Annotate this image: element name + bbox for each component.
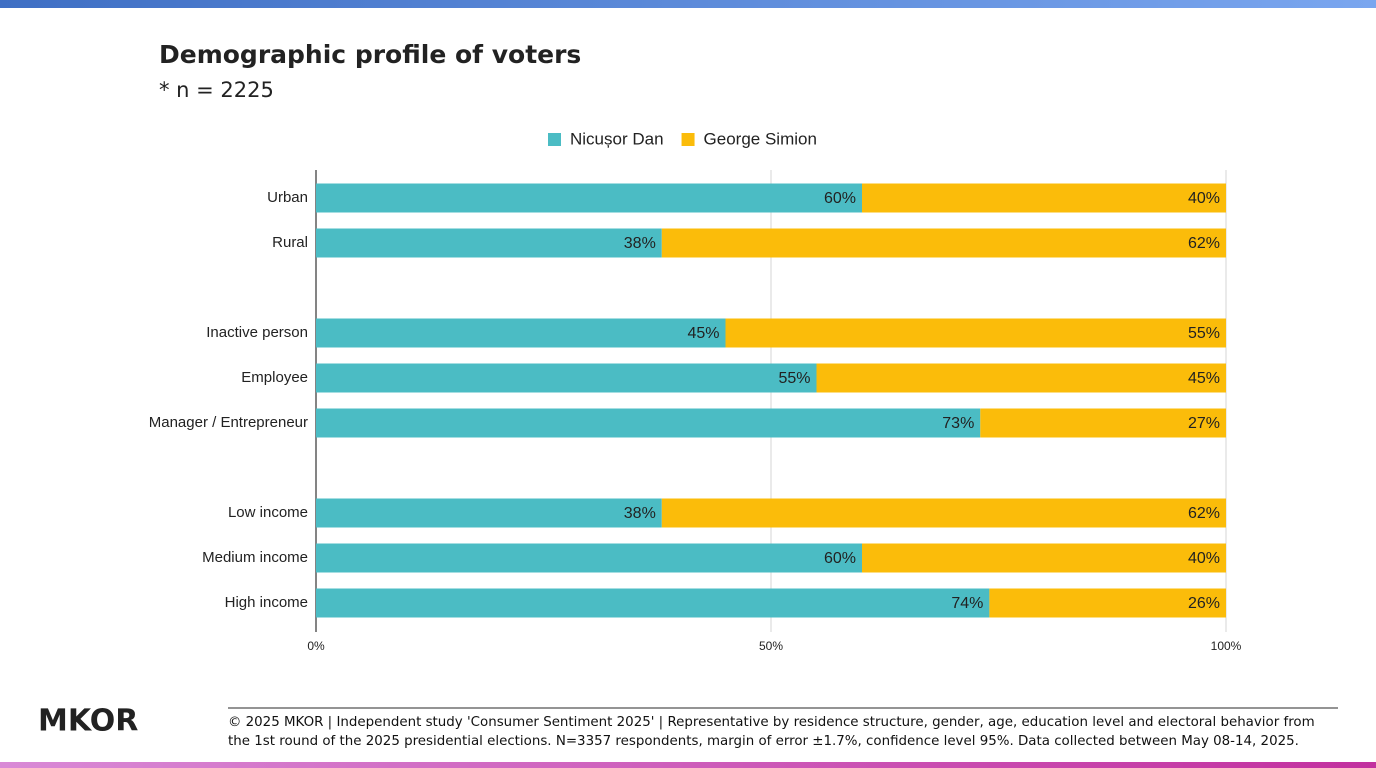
- x-tick-label: 100%: [1211, 639, 1242, 653]
- value-label: 60%: [824, 550, 856, 567]
- value-label: 74%: [951, 595, 983, 612]
- value-label: 62%: [1188, 235, 1220, 252]
- value-label: 73%: [942, 415, 974, 432]
- y-tick-label: Inactive person: [206, 324, 308, 341]
- bar-segment: [316, 408, 981, 438]
- bar-segment: [661, 228, 1226, 258]
- value-label: 40%: [1188, 190, 1220, 207]
- chart-title: Demographic profile of voters: [159, 40, 581, 69]
- bar-segment: [316, 543, 862, 573]
- bar-segment: [316, 588, 990, 618]
- value-label: 45%: [1188, 370, 1220, 387]
- bar-segment: [316, 363, 817, 393]
- bar-segment: [316, 183, 862, 213]
- y-tick-label: Low income: [228, 504, 308, 521]
- value-label: 55%: [1188, 325, 1220, 342]
- bar-segment: [316, 228, 662, 258]
- y-tick-label: Urban: [267, 189, 308, 206]
- bar-segment: [980, 408, 1226, 438]
- x-tick-label: 50%: [759, 639, 783, 653]
- value-label: 38%: [624, 505, 656, 522]
- value-label: 38%: [624, 235, 656, 252]
- bar-segment: [862, 543, 1226, 573]
- y-tick-label: Medium income: [202, 549, 308, 566]
- value-label: 26%: [1188, 595, 1220, 612]
- x-tick-label: 0%: [307, 639, 325, 653]
- bar-segment: [816, 363, 1226, 393]
- value-label: 40%: [1188, 550, 1220, 567]
- y-tick-label: Employee: [241, 369, 308, 386]
- legend-label: George Simion: [704, 129, 817, 148]
- value-label: 60%: [824, 190, 856, 207]
- footer-note: © 2025 MKOR | Independent study 'Consume…: [228, 715, 1315, 749]
- bar-segment: [316, 498, 662, 528]
- bar-segment: [316, 318, 726, 348]
- bar-segment: [989, 588, 1226, 618]
- value-label: 62%: [1188, 505, 1220, 522]
- legend-swatch: [681, 133, 695, 146]
- y-tick-label: High income: [225, 594, 308, 611]
- logo: MKOR: [38, 704, 138, 739]
- value-label: 45%: [687, 325, 719, 342]
- top-band: [0, 0, 1376, 8]
- y-tick-label: Manager / Entrepreneur: [149, 414, 308, 431]
- legend-swatch: [548, 133, 561, 146]
- bar-segment: [661, 498, 1226, 528]
- value-label: 27%: [1188, 415, 1220, 432]
- bar-segment: [862, 183, 1226, 213]
- bottom-band: [0, 762, 1376, 768]
- y-tick-label: Rural: [272, 234, 308, 251]
- value-label: 55%: [778, 370, 810, 387]
- chart-subtitle: * n = 2225: [159, 78, 274, 102]
- bar-segment: [725, 318, 1226, 348]
- legend-label: Nicușor Dan: [570, 129, 664, 148]
